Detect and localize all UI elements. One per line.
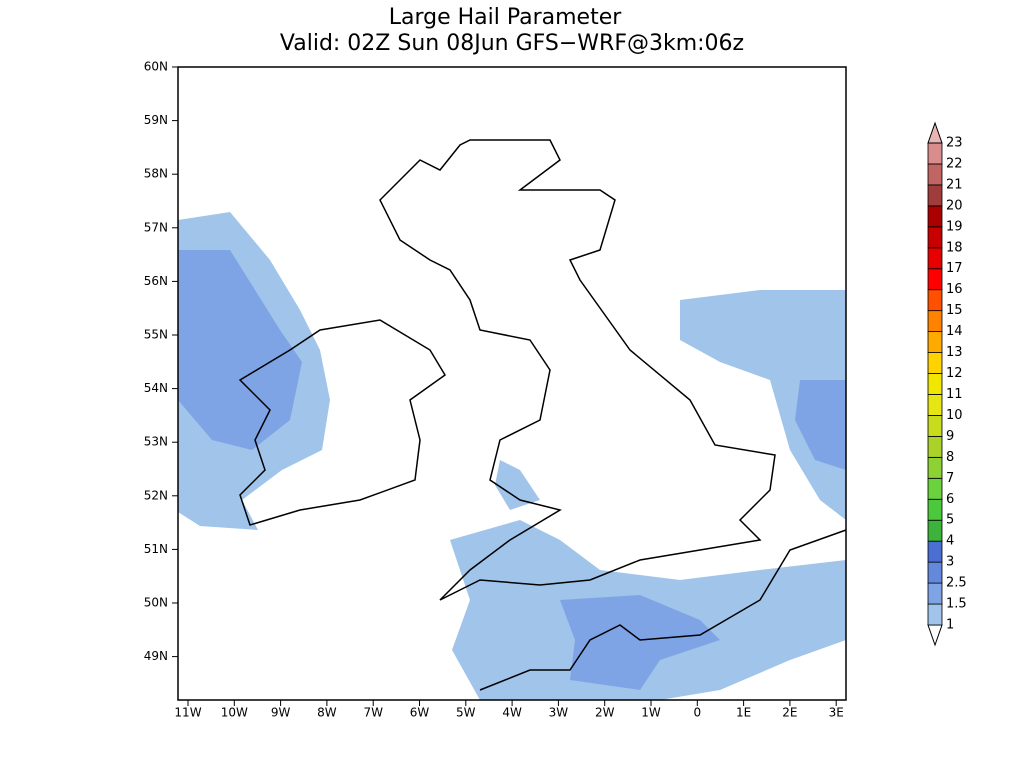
colorbar-segment bbox=[927, 373, 943, 395]
colorbar-label: 16 bbox=[946, 282, 963, 297]
lon-label: 3W bbox=[549, 706, 569, 720]
colorbar-label: 13 bbox=[946, 345, 963, 360]
colorbar-segment bbox=[927, 498, 943, 521]
hail-area bbox=[495, 460, 540, 510]
colorbar-segment bbox=[927, 477, 943, 500]
colorbar-segment bbox=[927, 142, 943, 165]
colorbar-segment bbox=[927, 247, 943, 270]
colorbar-label: 22 bbox=[946, 156, 963, 171]
lat-label: 53N bbox=[144, 435, 168, 449]
lon-label: 11W bbox=[174, 706, 201, 720]
colorbar-label: 4 bbox=[946, 534, 954, 549]
hail-area bbox=[178, 250, 302, 450]
lat-label: 49N bbox=[144, 649, 168, 663]
colorbar-segment bbox=[927, 184, 943, 207]
colorbar-segment bbox=[927, 456, 943, 479]
lat-label: 54N bbox=[144, 381, 168, 395]
colorbar-segment bbox=[927, 415, 943, 437]
colorbar-segment bbox=[927, 352, 943, 374]
coastline-france bbox=[479, 529, 847, 691]
lat-label: 55N bbox=[144, 328, 168, 342]
hail-area bbox=[795, 380, 846, 470]
lon-label: 3E bbox=[829, 706, 844, 720]
colorbar-below bbox=[927, 624, 943, 647]
coastline-britain bbox=[379, 139, 776, 601]
lat-label: 58N bbox=[144, 167, 168, 181]
lat-label: 52N bbox=[144, 488, 168, 502]
colorbar-segment bbox=[927, 435, 943, 458]
lon-label: 7W bbox=[363, 706, 383, 720]
colorbar-label: 17 bbox=[946, 261, 963, 276]
colorbar-label: 9 bbox=[946, 429, 954, 444]
colorbar-segment bbox=[927, 561, 943, 584]
lon-label: 6W bbox=[410, 706, 430, 720]
colorbar-label: 7 bbox=[946, 471, 954, 486]
colorbar-label: 21 bbox=[946, 177, 963, 192]
colorbar-segment bbox=[927, 331, 943, 353]
colorbar-above bbox=[927, 121, 943, 144]
lon-label: 9W bbox=[271, 706, 291, 720]
colorbar-segment bbox=[927, 289, 943, 312]
hail-area bbox=[680, 290, 846, 520]
colorbar-segment bbox=[927, 540, 943, 563]
colorbar-label: 23 bbox=[946, 136, 963, 151]
colorbar-label: 5 bbox=[946, 513, 954, 528]
colorbar-label: 18 bbox=[946, 240, 963, 255]
lon-label: 8W bbox=[317, 706, 337, 720]
lat-label: 56N bbox=[144, 274, 168, 288]
colorbar-segment bbox=[927, 205, 943, 228]
lon-label: 0 bbox=[693, 706, 701, 720]
colorbar-label: 10 bbox=[946, 408, 963, 423]
colorbar-segment bbox=[927, 268, 943, 291]
lon-label: 1E bbox=[736, 706, 751, 720]
subtitle: Valid: 02Z Sun 08Jun GFS−WRF@3km:06z bbox=[280, 31, 744, 56]
lat-label: 57N bbox=[144, 220, 168, 234]
colorbar-label: 20 bbox=[946, 198, 963, 213]
colorbar-segment bbox=[927, 310, 943, 333]
colorbar-label: 6 bbox=[946, 492, 954, 507]
colorbar-label: 19 bbox=[946, 219, 963, 234]
colorbar-label: 2.5 bbox=[946, 576, 967, 591]
colorbar-segment bbox=[927, 394, 943, 416]
hail-area bbox=[560, 595, 720, 690]
colorbar-label: 14 bbox=[946, 324, 963, 339]
colorbar-segment bbox=[927, 226, 943, 249]
colorbar-label: 8 bbox=[946, 450, 954, 465]
lon-label: 5W bbox=[456, 706, 476, 720]
lat-label: 51N bbox=[144, 542, 168, 556]
coastline-ireland bbox=[238, 319, 446, 526]
lon-label: 4W bbox=[502, 706, 522, 720]
lat-label: 59N bbox=[144, 113, 168, 127]
colorbar-label: 1.5 bbox=[946, 597, 967, 612]
colorbar-segment bbox=[927, 519, 943, 542]
map-area bbox=[177, 66, 847, 701]
colorbar-label: 11 bbox=[946, 387, 963, 402]
colorbar-segment bbox=[927, 603, 943, 626]
axis-ticks: 60N 59N 58N 57N 56N 55N 54N 53N 52N 51N 50N 49N 11W 1… bbox=[144, 60, 844, 720]
lat-label: 60N bbox=[144, 60, 168, 74]
colorbar-segment bbox=[927, 582, 943, 605]
title: Large Hail Parameter bbox=[389, 5, 623, 30]
colorbar-segment bbox=[927, 163, 943, 186]
lon-label: 2W bbox=[595, 706, 615, 720]
lon-label: 2E bbox=[782, 706, 797, 720]
lon-label: 10W bbox=[221, 706, 248, 720]
colorbar: 1 1.5 2.5 3 4 5 6 7 8 9 10 11 12 13 14 15 16 17 18 19 20 21 22… bbox=[927, 121, 967, 647]
lon-label: 1W bbox=[641, 706, 661, 720]
colorbar-label: 3 bbox=[946, 555, 954, 570]
lat-label: 50N bbox=[144, 596, 168, 610]
colorbar-label: 1 bbox=[946, 618, 954, 633]
colorbar-label: 12 bbox=[946, 366, 963, 381]
colorbar-label: 15 bbox=[946, 303, 963, 318]
